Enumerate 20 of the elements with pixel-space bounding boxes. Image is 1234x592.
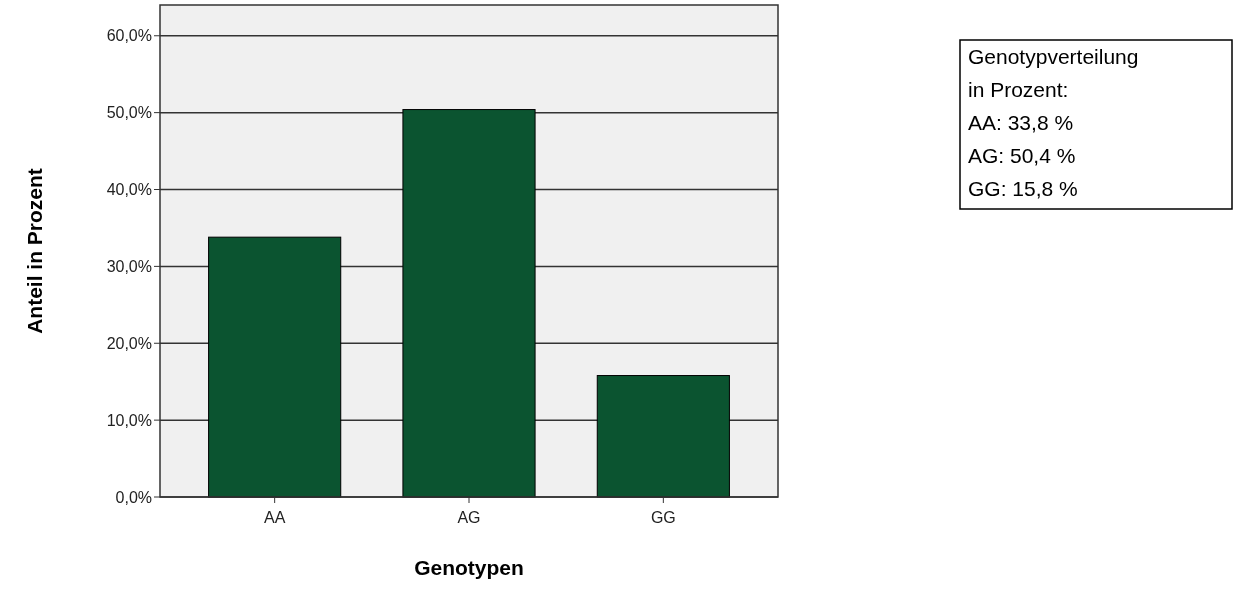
text: AG: 50,4 % xyxy=(968,144,1076,167)
text: GG: 15,8 % xyxy=(968,177,1078,200)
x-tick-label: AG xyxy=(457,509,481,526)
y-tick-label: 0,0% xyxy=(115,488,152,506)
y-tick-label: 30,0% xyxy=(106,257,152,275)
text: in Prozent: xyxy=(968,78,1069,101)
bar xyxy=(208,236,342,498)
y-tick-label: 40,0% xyxy=(106,181,152,199)
bar xyxy=(596,375,730,498)
x-axis-title: Genotypen xyxy=(414,556,524,579)
x-tick-label: GG xyxy=(650,509,676,526)
y-axis-title: Anteil in Prozent xyxy=(23,168,46,334)
y-tick-label: 20,0% xyxy=(106,334,152,352)
x-tick-label: AA xyxy=(263,509,286,526)
text: AA: 33,8 % xyxy=(968,111,1074,134)
y-tick-label: 10,0% xyxy=(106,411,152,429)
text: Genotypverteilung xyxy=(968,45,1139,68)
y-tick-label: 60,0% xyxy=(106,27,152,45)
y-tick-label: 50,0% xyxy=(106,104,152,122)
bar xyxy=(402,109,536,498)
